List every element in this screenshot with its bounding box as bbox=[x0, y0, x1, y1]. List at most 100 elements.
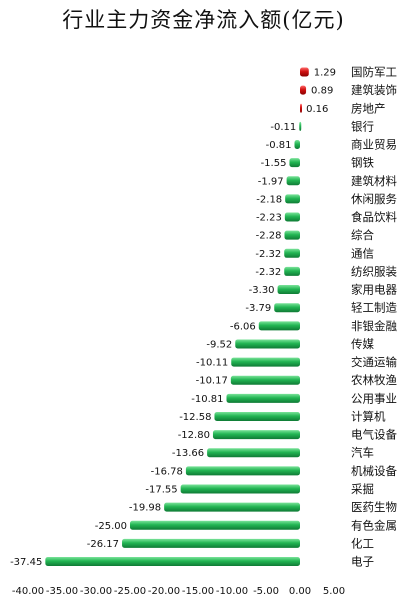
bar-group bbox=[122, 538, 300, 548]
bar bbox=[299, 121, 302, 131]
bar-group bbox=[285, 194, 300, 204]
bar bbox=[235, 339, 300, 349]
category-label: 建筑装饰 bbox=[351, 83, 397, 97]
value-label: 0.16 bbox=[306, 104, 328, 115]
bar-group bbox=[300, 103, 302, 113]
bar-group bbox=[300, 67, 309, 77]
category-label: 食品饮料 bbox=[351, 210, 397, 224]
value-label: -3.30 bbox=[249, 285, 275, 296]
bar bbox=[289, 158, 300, 168]
value-label: -2.28 bbox=[256, 231, 282, 242]
bar bbox=[285, 194, 300, 204]
category-label: 综合 bbox=[351, 228, 374, 242]
x-tick-label: -10.00 bbox=[216, 586, 248, 597]
value-label: -25.00 bbox=[95, 521, 127, 532]
bar bbox=[164, 502, 300, 512]
bar-group bbox=[207, 448, 300, 458]
bar bbox=[207, 448, 300, 458]
category-label: 公用事业 bbox=[351, 391, 397, 405]
value-label: -10.17 bbox=[196, 376, 228, 387]
x-tick-label: -25.00 bbox=[114, 586, 146, 597]
bar bbox=[284, 266, 300, 276]
value-label: -2.18 bbox=[256, 194, 282, 205]
category-label: 家用电器 bbox=[351, 283, 397, 297]
value-label: -10.81 bbox=[191, 394, 223, 405]
category-label: 有色金属 bbox=[351, 518, 397, 532]
bar-group bbox=[274, 303, 300, 313]
x-tick-label: -5.00 bbox=[253, 586, 279, 597]
value-label: -1.55 bbox=[261, 158, 287, 169]
category-label: 休闲服务 bbox=[351, 192, 397, 206]
value-label: -10.11 bbox=[196, 358, 228, 369]
bar bbox=[185, 466, 300, 476]
x-tick-label: 5.00 bbox=[323, 586, 345, 597]
category-label: 通信 bbox=[351, 246, 374, 260]
bar-group bbox=[284, 230, 300, 240]
value-label: -37.45 bbox=[10, 557, 42, 568]
category-label: 非银金融 bbox=[351, 319, 397, 333]
category-label: 建筑材料 bbox=[351, 174, 397, 188]
category-label: 钢铁 bbox=[351, 156, 374, 170]
bar bbox=[45, 557, 301, 567]
x-tick-label: -20.00 bbox=[148, 586, 180, 597]
value-label: 1.29 bbox=[314, 68, 336, 79]
bar-group bbox=[299, 121, 302, 131]
category-label: 化工 bbox=[351, 536, 374, 550]
category-label: 传媒 bbox=[351, 337, 374, 351]
value-label: -12.80 bbox=[178, 430, 210, 441]
bar-group bbox=[284, 248, 300, 258]
bar bbox=[277, 285, 300, 295]
bar bbox=[214, 411, 300, 421]
x-tick-label: -40.00 bbox=[12, 586, 44, 597]
x-tick-label: -15.00 bbox=[182, 586, 214, 597]
bar bbox=[300, 85, 307, 95]
value-label: -3.79 bbox=[245, 303, 271, 314]
bar bbox=[284, 212, 300, 222]
value-label: 0.89 bbox=[311, 86, 333, 97]
value-label: -2.32 bbox=[255, 267, 281, 278]
category-label: 电气设备 bbox=[351, 428, 397, 442]
value-label: -2.32 bbox=[255, 249, 281, 260]
bar-group bbox=[164, 502, 300, 512]
bar-group bbox=[284, 212, 300, 222]
value-label: -12.58 bbox=[179, 412, 211, 423]
bar bbox=[180, 484, 300, 494]
bar bbox=[284, 248, 300, 258]
value-label: -13.66 bbox=[172, 448, 204, 459]
bar-group bbox=[231, 357, 300, 367]
category-label: 国防军工 bbox=[351, 65, 397, 79]
bar-group bbox=[180, 484, 300, 494]
bar-group bbox=[277, 285, 300, 295]
bar bbox=[212, 430, 300, 440]
bar-group bbox=[294, 140, 300, 150]
bar bbox=[231, 357, 300, 367]
bar bbox=[274, 303, 300, 313]
value-label: -26.17 bbox=[87, 539, 119, 550]
category-label: 纺织服装 bbox=[351, 264, 397, 278]
bar-group bbox=[185, 466, 300, 476]
x-tick-label: 0.00 bbox=[289, 586, 311, 597]
bar bbox=[300, 67, 309, 77]
bar-group bbox=[284, 266, 300, 276]
category-label: 机械设备 bbox=[351, 464, 397, 478]
x-tick-label: -35.00 bbox=[46, 586, 78, 597]
bar bbox=[284, 230, 300, 240]
value-label: -9.52 bbox=[206, 339, 232, 350]
value-label: -17.55 bbox=[145, 484, 177, 495]
bar bbox=[230, 375, 300, 385]
value-label: -19.98 bbox=[129, 503, 161, 514]
x-tick-label: -30.00 bbox=[80, 586, 112, 597]
bar bbox=[226, 393, 300, 403]
category-label: 农林牧渔 bbox=[351, 373, 397, 387]
chart-title: 行业主力资金净流入额(亿元) bbox=[62, 8, 345, 32]
value-label: -1.97 bbox=[258, 176, 284, 187]
value-label: -2.23 bbox=[256, 213, 282, 224]
value-label: -0.11 bbox=[270, 122, 296, 133]
bar-group bbox=[45, 557, 301, 567]
bar bbox=[300, 103, 302, 113]
bar-group bbox=[235, 339, 300, 349]
bars-layer bbox=[45, 67, 309, 567]
value-label: -6.06 bbox=[230, 321, 256, 332]
bar-group bbox=[226, 393, 300, 403]
